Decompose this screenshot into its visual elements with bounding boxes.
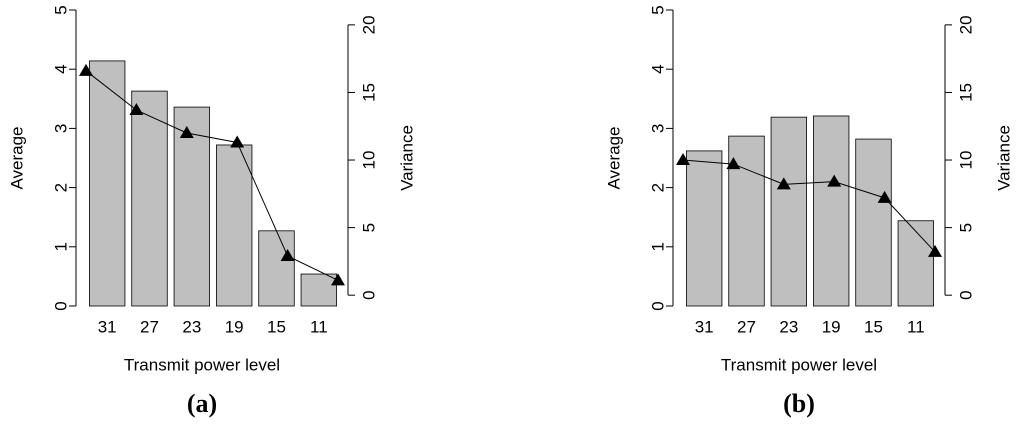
- x-tick-label: 31: [695, 317, 714, 336]
- y-axis-title: Average: [604, 126, 623, 189]
- y-tick-label: 4: [648, 64, 667, 73]
- variance-marker: [331, 273, 345, 286]
- bar: [855, 138, 892, 307]
- x-tick-label: 19: [822, 317, 841, 336]
- variance-marker: [129, 103, 144, 116]
- variance-line: [85, 70, 339, 281]
- bar: [215, 144, 253, 307]
- x-tick-label: 19: [225, 317, 244, 336]
- x-tick-label: 23: [779, 317, 798, 336]
- y2-tick-label: 10: [359, 151, 378, 170]
- variance-marker: [280, 248, 295, 261]
- y-tick-label: 5: [648, 5, 667, 14]
- bar: [88, 60, 126, 307]
- y2-axis-title: Variance: [397, 125, 416, 191]
- y-tick-label: 1: [648, 242, 667, 251]
- y2-tick-label: 5: [359, 223, 378, 232]
- variance-marker: [827, 174, 842, 187]
- y-tick-label: 4: [51, 64, 70, 73]
- caption: (a): [187, 389, 217, 418]
- bar: [812, 115, 850, 307]
- variance-marker: [230, 135, 245, 148]
- y-tick-label: 1: [51, 242, 70, 251]
- variance-marker: [877, 190, 892, 203]
- x-axis-title: Transmit power level: [721, 355, 877, 374]
- y-tick-label: 2: [648, 183, 667, 192]
- x-tick-label: 23: [182, 317, 201, 336]
- x-tick-label: 15: [267, 317, 286, 336]
- y2-tick-label: 15: [956, 83, 975, 102]
- bar: [770, 116, 808, 307]
- y-tick-label: 5: [51, 5, 70, 14]
- y-tick-label: 0: [51, 301, 70, 310]
- bar: [685, 150, 723, 307]
- y2-tick-label: 0: [359, 290, 378, 299]
- y2-tick-label: 15: [359, 83, 378, 102]
- x-tick-label: 11: [907, 317, 925, 336]
- variance-line: [682, 159, 936, 253]
- y-axis-title: Average: [7, 126, 26, 189]
- bar: [173, 106, 211, 307]
- variance-marker: [79, 63, 93, 76]
- x-axis-title: Transmit power level: [124, 355, 280, 374]
- variance-marker: [776, 177, 791, 190]
- variance-marker: [726, 157, 741, 170]
- x-tick-label: 15: [864, 317, 883, 336]
- y2-tick-label: 10: [956, 151, 975, 170]
- y2-tick-label: 20: [359, 15, 378, 34]
- variance-marker: [676, 153, 690, 166]
- x-tick-label: 31: [98, 317, 117, 336]
- y2-tick-label: 20: [956, 15, 975, 34]
- bar: [897, 220, 935, 307]
- bar: [258, 230, 295, 307]
- variance-marker: [928, 244, 942, 257]
- caption: (b): [783, 389, 815, 418]
- x-tick-label: 27: [140, 317, 159, 336]
- y2-tick-label: 0: [956, 290, 975, 299]
- y2-tick-label: 5: [956, 223, 975, 232]
- x-tick-label: 11: [310, 317, 328, 336]
- y-tick-label: 3: [51, 124, 70, 133]
- bar: [131, 90, 168, 307]
- bar: [300, 273, 338, 307]
- y-tick-label: 0: [648, 301, 667, 310]
- variance-marker: [179, 125, 194, 138]
- x-tick-label: 27: [737, 317, 756, 336]
- y-tick-label: 2: [51, 183, 70, 192]
- y-tick-label: 3: [648, 124, 667, 133]
- y2-axis-title: Variance: [994, 125, 1013, 191]
